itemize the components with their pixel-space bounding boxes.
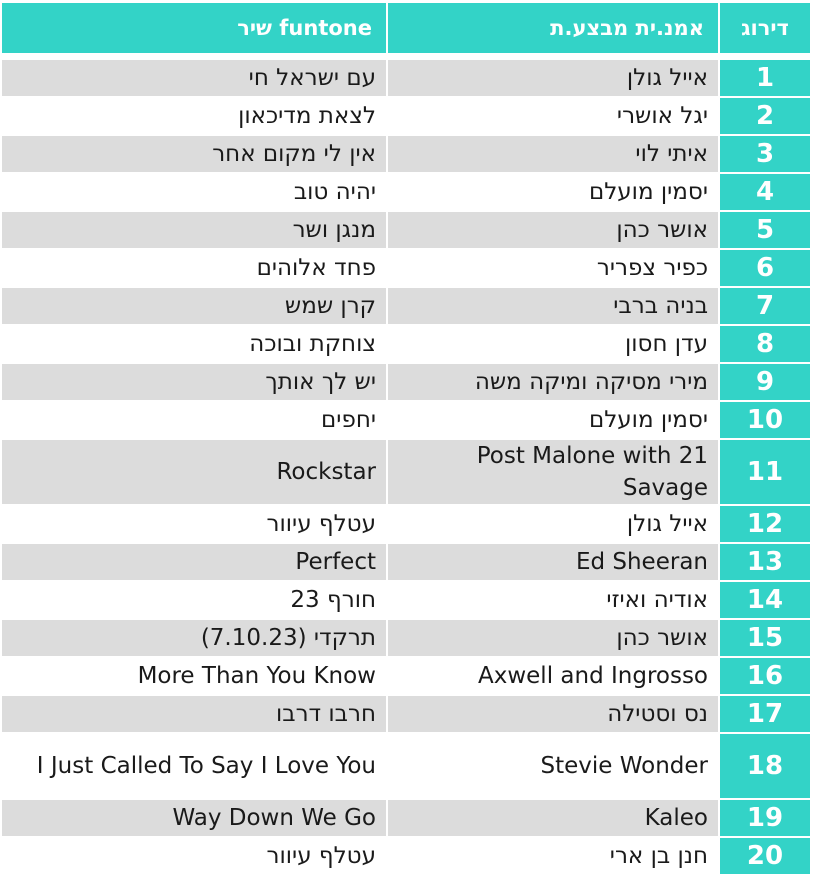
rank-cell: 12 [718,506,810,544]
song-cell: יהיה טוב [2,174,386,212]
rank-cell: 16 [718,658,810,696]
artist-cell: Stevie Wonder [386,734,718,800]
artist-cell: Axwell and Ingrosso [386,658,718,696]
song-cell: I Just Called To Say I Love You [2,734,386,800]
artist-cell: כפיר צפריר [386,250,718,288]
chart-table-container: דירוג אמנ.ית מבצע.ת funtone שיר 1 אייל גו… [2,3,810,876]
rank-cell: 1 [718,60,810,98]
artist-cell: אייל גולן [386,506,718,544]
rank-cell: 13 [718,544,810,582]
header-artist: אמנ.ית מבצע.ת [386,3,718,53]
table-row: 9 מירי מסיקה ומיקה משה יש לך אותך [2,364,810,402]
song-cell: יחפים [2,402,386,440]
table-row: 5 אושר כהן מנגן ושר [2,212,810,250]
rank-cell: 8 [718,326,810,364]
artist-cell: אושר כהן [386,620,718,658]
rank-cell: 15 [718,620,810,658]
table-row: 13 Ed Sheeran Perfect [2,544,810,582]
artist-cell: מירי מסיקה ומיקה משה [386,364,718,402]
artist-cell: אייל גולן [386,60,718,98]
song-cell: עטלף עיוור [2,838,386,876]
table-row: 17 נס וסטילה חרבו דרבו [2,696,810,734]
song-cell: צוחקת ובוכה [2,326,386,364]
rank-cell: 6 [718,250,810,288]
table-row: 10 יסמין מועלם יחפים [2,402,810,440]
rank-cell: 11 [718,440,810,506]
table-row: 11 Post Malone with 21 Savage Rockstar [2,440,810,506]
artist-cell: חנן בן ארי [386,838,718,876]
artist-cell: איתי לוי [386,136,718,174]
table-row: 3 איתי לוי אין לי מקום אחר [2,136,810,174]
table-row: 1 אייל גולן עם ישראל חי [2,60,810,98]
table-row: 14 אודיה ואיזי חורף 23 [2,582,810,620]
header-song: funtone שיר [2,3,386,53]
rank-cell: 3 [718,136,810,174]
header-rank: דירוג [718,3,810,53]
song-cell: Rockstar [2,440,386,506]
table-row: 15 אושר כהן תרקדי (7.10.23) [2,620,810,658]
rank-cell: 18 [718,734,810,800]
rank-cell: 4 [718,174,810,212]
rank-cell: 19 [718,800,810,838]
artist-cell: עדן חסון [386,326,718,364]
chart-table: דירוג אמנ.ית מבצע.ת funtone שיר 1 אייל גו… [2,3,810,876]
song-cell: עטלף עיוור [2,506,386,544]
artist-cell: אושר כהן [386,212,718,250]
rank-cell: 2 [718,98,810,136]
table-body: 1 אייל גולן עם ישראל חי 2 יגל אושרי לצאת מדיכ… [2,53,810,876]
artist-cell: יסמין מועלם [386,402,718,440]
song-cell: יש לך אותך [2,364,386,402]
song-cell: תרקדי (7.10.23) [2,620,386,658]
table-row: 18 Stevie Wonder I Just Called To Say I Lo… [2,734,810,800]
song-cell: קרן שמש [2,288,386,326]
song-cell: פחד אלוהים [2,250,386,288]
table-row: 16 Axwell and Ingrosso More Than You Know [2,658,810,696]
table-row: 4 יסמין מועלם יהיה טוב [2,174,810,212]
rank-cell: 20 [718,838,810,876]
song-cell: לצאת מדיכאון [2,98,386,136]
song-cell: אין לי מקום אחר [2,136,386,174]
artist-cell: Kaleo [386,800,718,838]
table-row: 19 Kaleo Way Down We Go [2,800,810,838]
table-row: 20 חנן בן ארי עטלף עיוור [2,838,810,876]
artist-cell: בניה ברבי [386,288,718,326]
artist-cell: יסמין מועלם [386,174,718,212]
rank-cell: 5 [718,212,810,250]
artist-cell: Post Malone with 21 Savage [386,440,718,506]
table-header-row: דירוג אמנ.ית מבצע.ת funtone שיר [2,3,810,53]
song-cell: More Than You Know [2,658,386,696]
table-row: 2 יגל אושרי לצאת מדיכאון [2,98,810,136]
table-row: 8 עדן חסון צוחקת ובוכה [2,326,810,364]
artist-cell: אודיה ואיזי [386,582,718,620]
rank-cell: 17 [718,696,810,734]
song-cell: Perfect [2,544,386,582]
song-cell: עם ישראל חי [2,60,386,98]
rank-cell: 7 [718,288,810,326]
rank-cell: 9 [718,364,810,402]
rank-cell: 10 [718,402,810,440]
artist-cell: נס וסטילה [386,696,718,734]
table-row: 6 כפיר צפריר פחד אלוהים [2,250,810,288]
table-row: 7 בניה ברבי קרן שמש [2,288,810,326]
table-row: 12 אייל גולן עטלף עיוור [2,506,810,544]
song-cell: Way Down We Go [2,800,386,838]
song-cell: מנגן ושר [2,212,386,250]
song-cell: חרבו דרבו [2,696,386,734]
rank-cell: 14 [718,582,810,620]
artist-cell: Ed Sheeran [386,544,718,582]
artist-cell: יגל אושרי [386,98,718,136]
song-cell: חורף 23 [2,582,386,620]
